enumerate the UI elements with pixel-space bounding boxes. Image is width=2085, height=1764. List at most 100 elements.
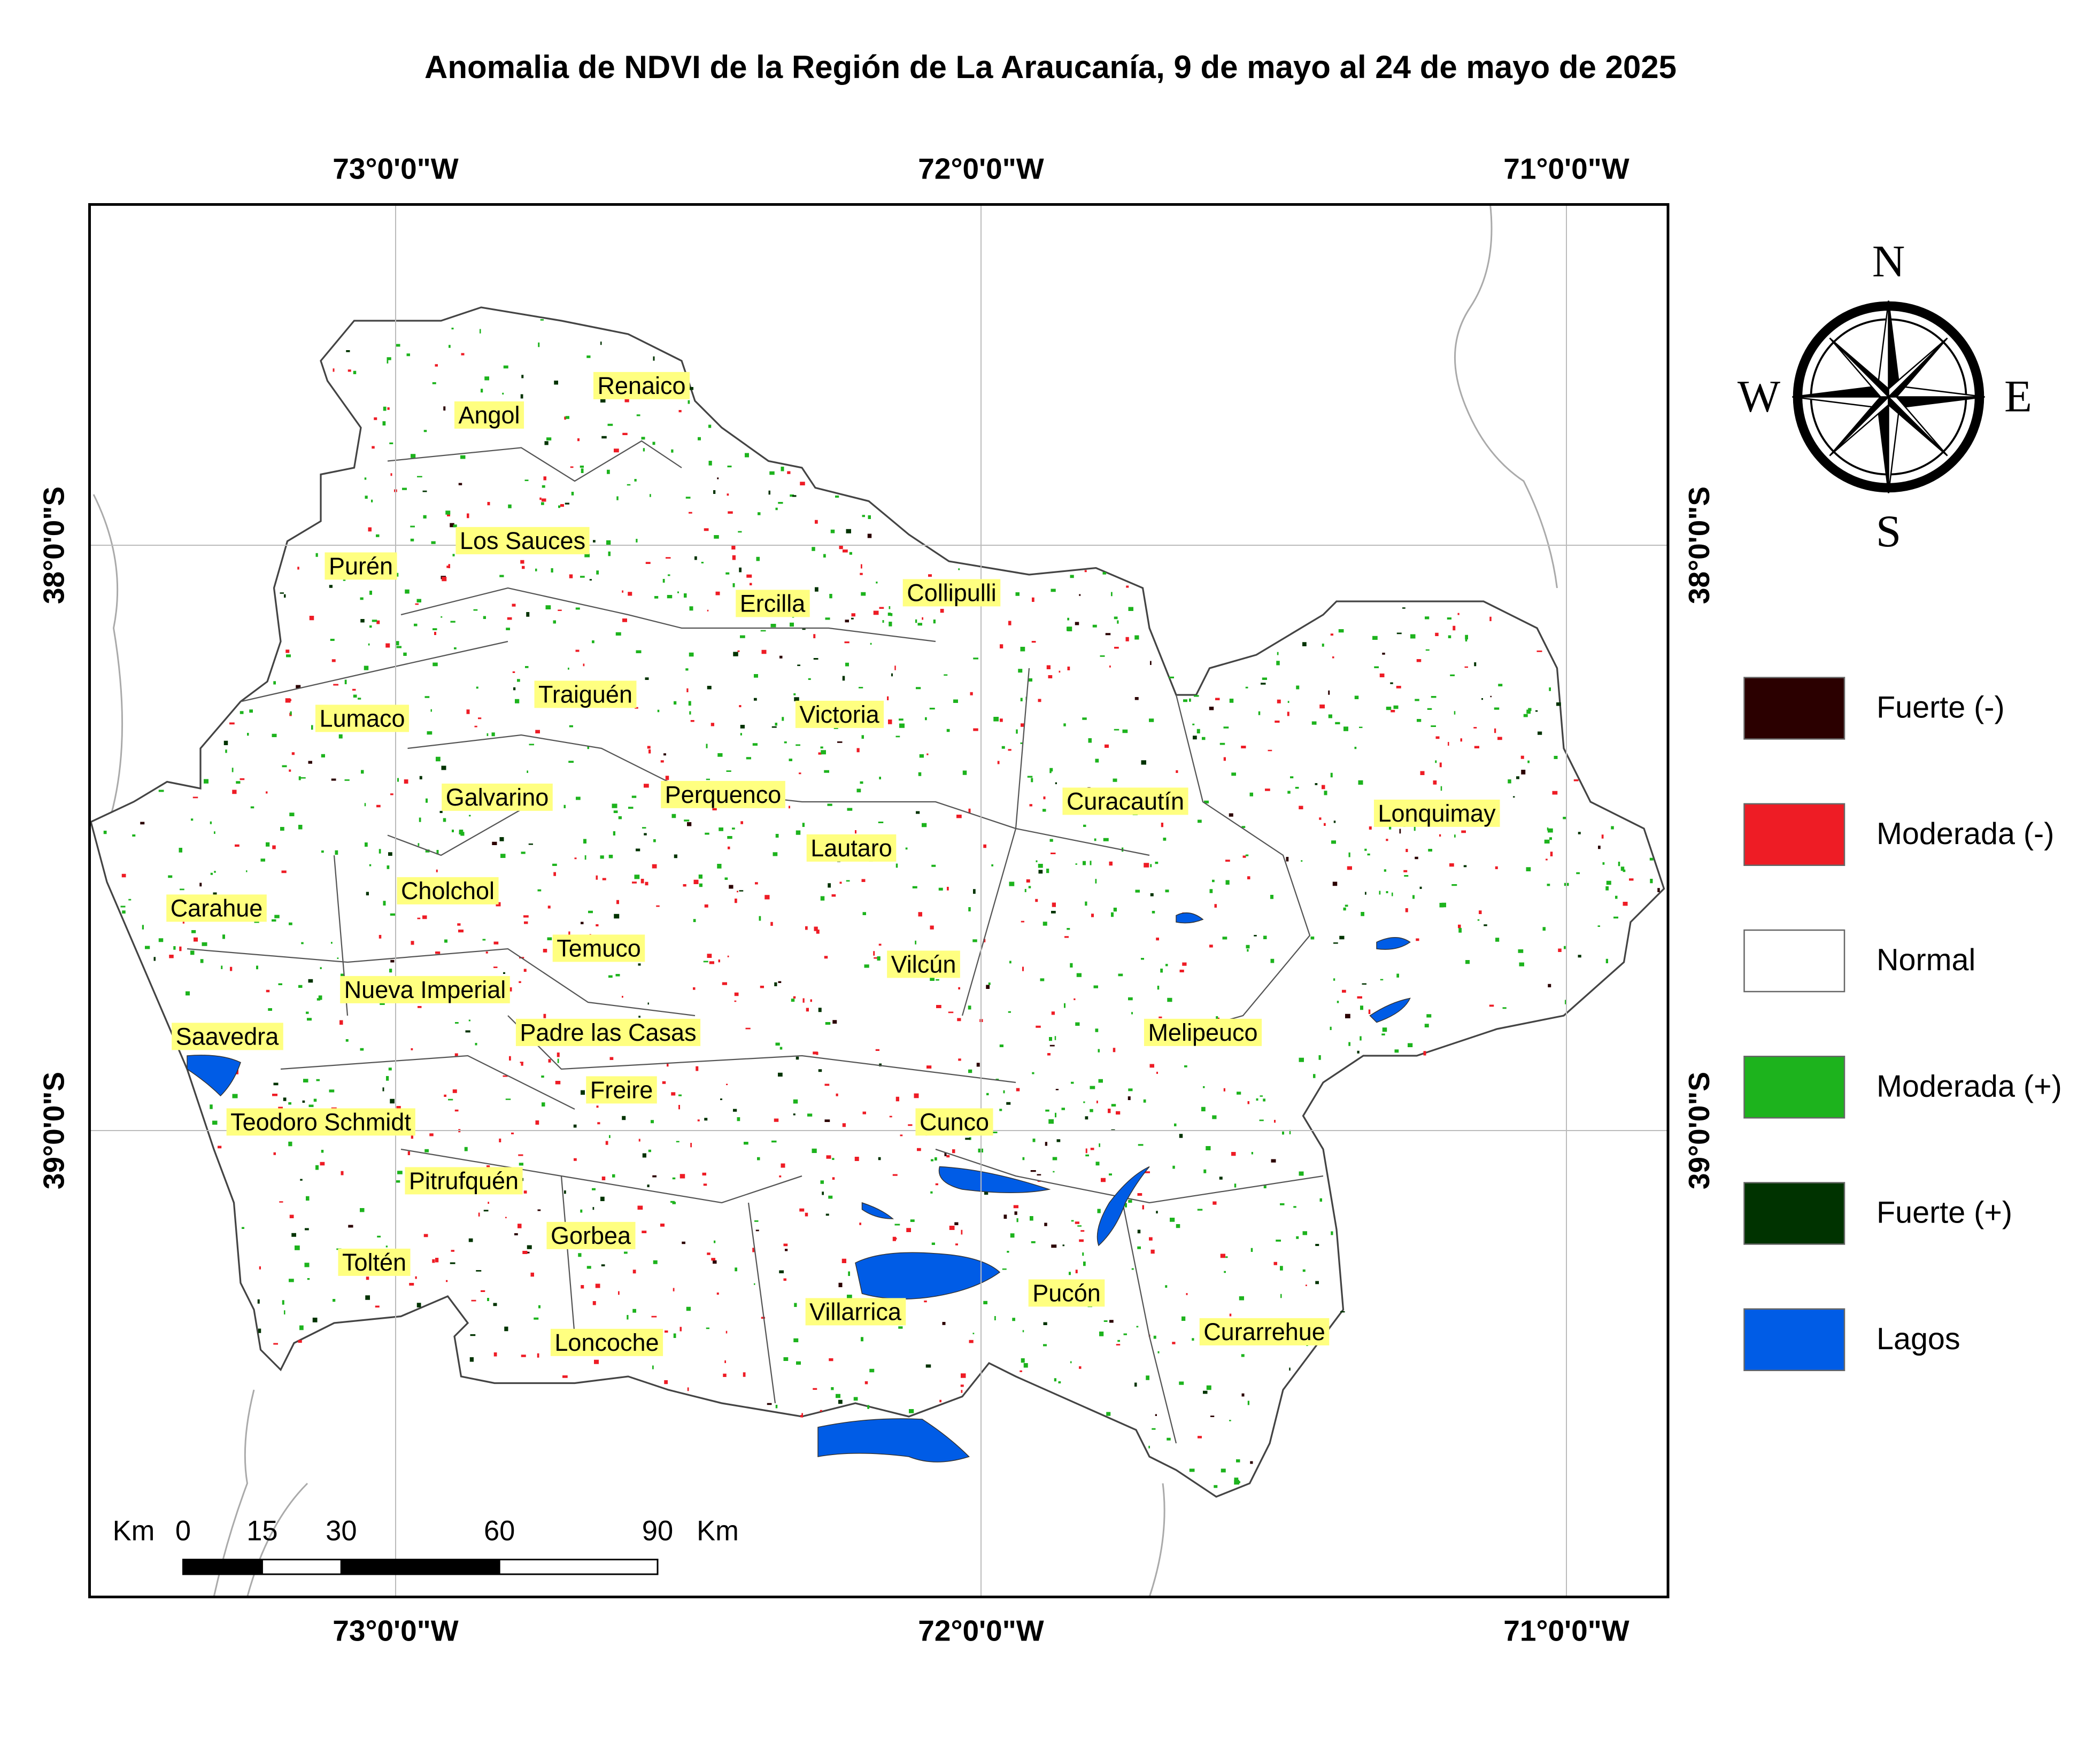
place-label: Melipeuco [1148, 1019, 1257, 1046]
scale-tick-label: 90 [642, 1515, 673, 1546]
place-label-bg [515, 1018, 701, 1046]
border-line [1454, 204, 1558, 589]
lake [861, 1202, 894, 1219]
legend-label: Moderada (-) [1876, 817, 2054, 851]
lake [1376, 937, 1411, 950]
compass-s: S [1876, 506, 1901, 556]
map-frame [88, 203, 1670, 1598]
place-label-bg [887, 950, 960, 978]
place-label: Los Sauces [460, 527, 585, 554]
place-label-bg [1144, 1018, 1262, 1046]
graticule-label-bottom: 73°0'0"W [333, 1614, 459, 1647]
legend-label: Moderada (+) [1876, 1069, 2062, 1103]
place-label: Angol [458, 401, 520, 429]
graticule-label-bottom: 71°0'0"W [1503, 1614, 1630, 1647]
place-label: Nueva Imperial [344, 976, 506, 1003]
place-label-bg [405, 1167, 523, 1195]
compass-n: N [1872, 236, 1905, 287]
place-label-bg [397, 877, 499, 904]
place-label: Victoria [799, 701, 879, 728]
scale-bar: Km Km 0 15 30 60 90 [113, 1515, 739, 1575]
place-label-bg [1062, 787, 1188, 815]
lake [187, 1055, 241, 1097]
border-line [1148, 1483, 1165, 1597]
legend-label: Normal [1876, 943, 1975, 977]
legend-label: Fuerte (-) [1876, 691, 2005, 725]
graticule-label-left: 38°0'0"S [37, 486, 71, 604]
place-label: Lumaco [319, 705, 405, 732]
place-label: Loncoche [554, 1329, 659, 1356]
map-title: Anomalia de NDVI de la Región de La Arau… [424, 49, 1677, 85]
scale-segment [182, 1559, 263, 1575]
place-label-bg [805, 1298, 906, 1326]
legend-swatch [1743, 1308, 1845, 1371]
place-label-bg [340, 976, 510, 1003]
scale-tick-label: 0 [175, 1515, 191, 1546]
place-label: Padre las Casas [520, 1019, 696, 1046]
place-label-bg [550, 1328, 663, 1356]
place-label-bg [315, 705, 410, 732]
graticule-label-left: 39°0'0"S [37, 1072, 71, 1189]
place-label-bg [1199, 1318, 1330, 1345]
legend-swatch [1743, 803, 1845, 866]
compass-w: W [1738, 372, 1781, 422]
legend: Fuerte (-) Moderada (-) Normal Moderada (+)… [1743, 677, 2062, 1371]
place-label: Villarrica [809, 1298, 902, 1325]
map-body: Renaico Angol Los Sauces Purén Ercilla Collip… [89, 204, 1668, 1597]
legend-label: Fuerte (+) [1876, 1196, 2012, 1230]
graticule-label-top: 71°0'0"W [1503, 152, 1630, 185]
lake [1369, 997, 1411, 1023]
compass-rose: N S E W [1738, 236, 2032, 556]
place-label-bg [325, 552, 397, 580]
place-label-bg [902, 579, 1001, 607]
place-label-bg [166, 894, 267, 922]
place-label-bg [795, 700, 884, 728]
graticule-label-bottom: 72°0'0"W [918, 1614, 1044, 1647]
place-label: Cunco [920, 1108, 989, 1135]
place-label: Galvarino [446, 784, 549, 811]
scale-segment [340, 1559, 500, 1575]
place-label-bg [1373, 799, 1500, 827]
place-label-bg [806, 834, 897, 862]
place-label-bg [593, 372, 690, 399]
scale-unit-right: Km [697, 1515, 739, 1546]
place-label: Perquenco [665, 781, 782, 808]
place-label: Carahue [171, 894, 263, 922]
place-label-bg [454, 401, 524, 429]
lake [1096, 1166, 1150, 1247]
place-label: Toltén [342, 1249, 406, 1276]
place-label: Freire [590, 1076, 653, 1103]
graticule-label-top: 72°0'0"W [918, 152, 1044, 185]
scale-unit-left: Km [113, 1515, 155, 1546]
place-label: Gorbea [551, 1222, 631, 1249]
scale-tick-label: 30 [326, 1515, 357, 1546]
graticule-label-right: 39°0'0"S [1682, 1072, 1716, 1189]
coastline [92, 494, 123, 829]
region-outline [90, 306, 1665, 1498]
place-label-bg [442, 783, 553, 811]
compass-e: E [2004, 372, 2032, 422]
place-label: Vilcún [891, 950, 956, 978]
place-label-bg [586, 1076, 657, 1104]
legend-swatch [1743, 1182, 1845, 1245]
scale-tick-label: 60 [484, 1515, 515, 1546]
place-label: Pucón [1032, 1279, 1101, 1306]
place-label: Collipulli [907, 579, 997, 606]
scale-segment [261, 1559, 342, 1575]
place-label: Renaico [597, 372, 685, 399]
graticule-label-top: 73°0'0"W [333, 152, 459, 185]
place-label: Saavedra [176, 1023, 280, 1050]
place-label: Lonquimay [1378, 800, 1496, 827]
place-label: Curarrehue [1203, 1318, 1325, 1345]
place-label: Pitrufquén [409, 1167, 519, 1194]
scale-tick-label: 15 [246, 1515, 277, 1546]
lake [817, 1418, 970, 1463]
place-label-bg [1028, 1279, 1105, 1307]
place-label-bg [552, 934, 645, 962]
graticule-label-right: 38°0'0"S [1682, 486, 1716, 604]
place-label: Ercilla [740, 590, 806, 617]
scale-segment [498, 1559, 659, 1575]
place-label-bg [534, 680, 637, 708]
